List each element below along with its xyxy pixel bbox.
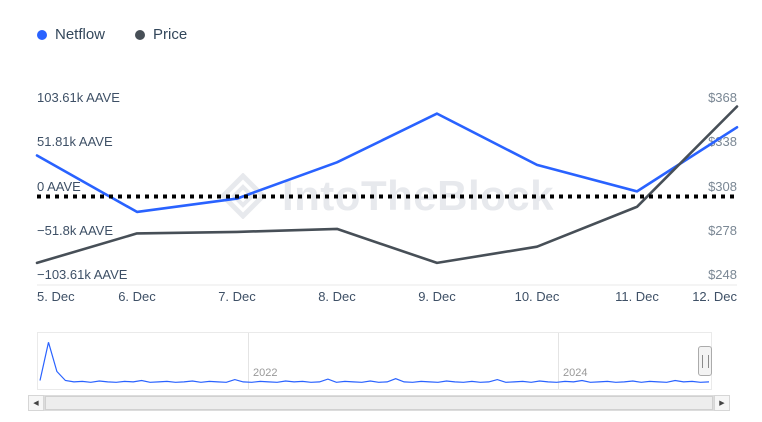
- legend-label-price: Price: [153, 26, 188, 43]
- y-axis-left-label: −51.8k AAVE: [37, 223, 114, 238]
- netflow-line[interactable]: [35, 112, 739, 214]
- scroll-right-arrow-icon: ▶: [719, 400, 725, 407]
- handle-grip-icon: [701, 354, 709, 368]
- scrollbar-track[interactable]: [44, 395, 714, 411]
- x-axis-label: 12. Dec: [692, 289, 737, 304]
- x-axis-label: 9. Dec: [418, 289, 456, 304]
- navigator-gridline: [558, 333, 559, 389]
- legend-item-price[interactable]: Price: [135, 26, 187, 43]
- y-axis-left-label: 0 AAVE: [37, 179, 81, 194]
- y-axis-right-label: $308: [708, 179, 737, 194]
- scroll-left-arrow-icon: ◀: [33, 400, 39, 407]
- navigator-gridline: [248, 333, 249, 389]
- navigator-chart: [39, 342, 710, 383]
- navigator-handle[interactable]: [698, 346, 712, 376]
- x-axis-label: 5. Dec: [37, 289, 75, 304]
- y-axis-right-label: $278: [708, 223, 737, 238]
- x-axis-label: 7. Dec: [218, 289, 256, 304]
- navigator-sparkline: [39, 342, 710, 383]
- navigator-year-label: 2022: [253, 367, 278, 379]
- price-legend-marker-icon: [135, 29, 146, 40]
- scrollbar-thumb[interactable]: [45, 396, 713, 410]
- legend-item-netflow[interactable]: Netflow: [37, 26, 105, 43]
- y-axis-left-label: 103.61k AAVE: [37, 90, 120, 105]
- legend: Netflow Price: [37, 26, 187, 43]
- netflow-legend-marker-icon: [37, 29, 47, 40]
- x-axis-label: 8. Dec: [318, 289, 356, 304]
- y-axis-left-label: −103.61k AAVE: [37, 267, 128, 282]
- x-axis-label: 6. Dec: [118, 289, 156, 304]
- scroll-right-button[interactable]: ▶: [714, 395, 730, 411]
- y-axis-left-label: 51.81k AAVE: [37, 134, 113, 149]
- y-axis-right-label: $368: [708, 90, 737, 105]
- horizontal-scrollbar: ◀ ▶: [28, 395, 730, 411]
- legend-label-netflow: Netflow: [55, 26, 106, 43]
- x-axis-label: 11. Dec: [615, 289, 659, 304]
- y-axis-right-label: $338: [708, 134, 737, 149]
- price-line[interactable]: [35, 105, 739, 265]
- y-axis-right-label: $248: [708, 267, 737, 282]
- navigator-year-label: 2024: [563, 367, 588, 379]
- navigator[interactable]: 2022 2024: [37, 332, 712, 390]
- x-axis-label: 10. Dec: [514, 289, 560, 304]
- scroll-left-button[interactable]: ◀: [28, 395, 44, 411]
